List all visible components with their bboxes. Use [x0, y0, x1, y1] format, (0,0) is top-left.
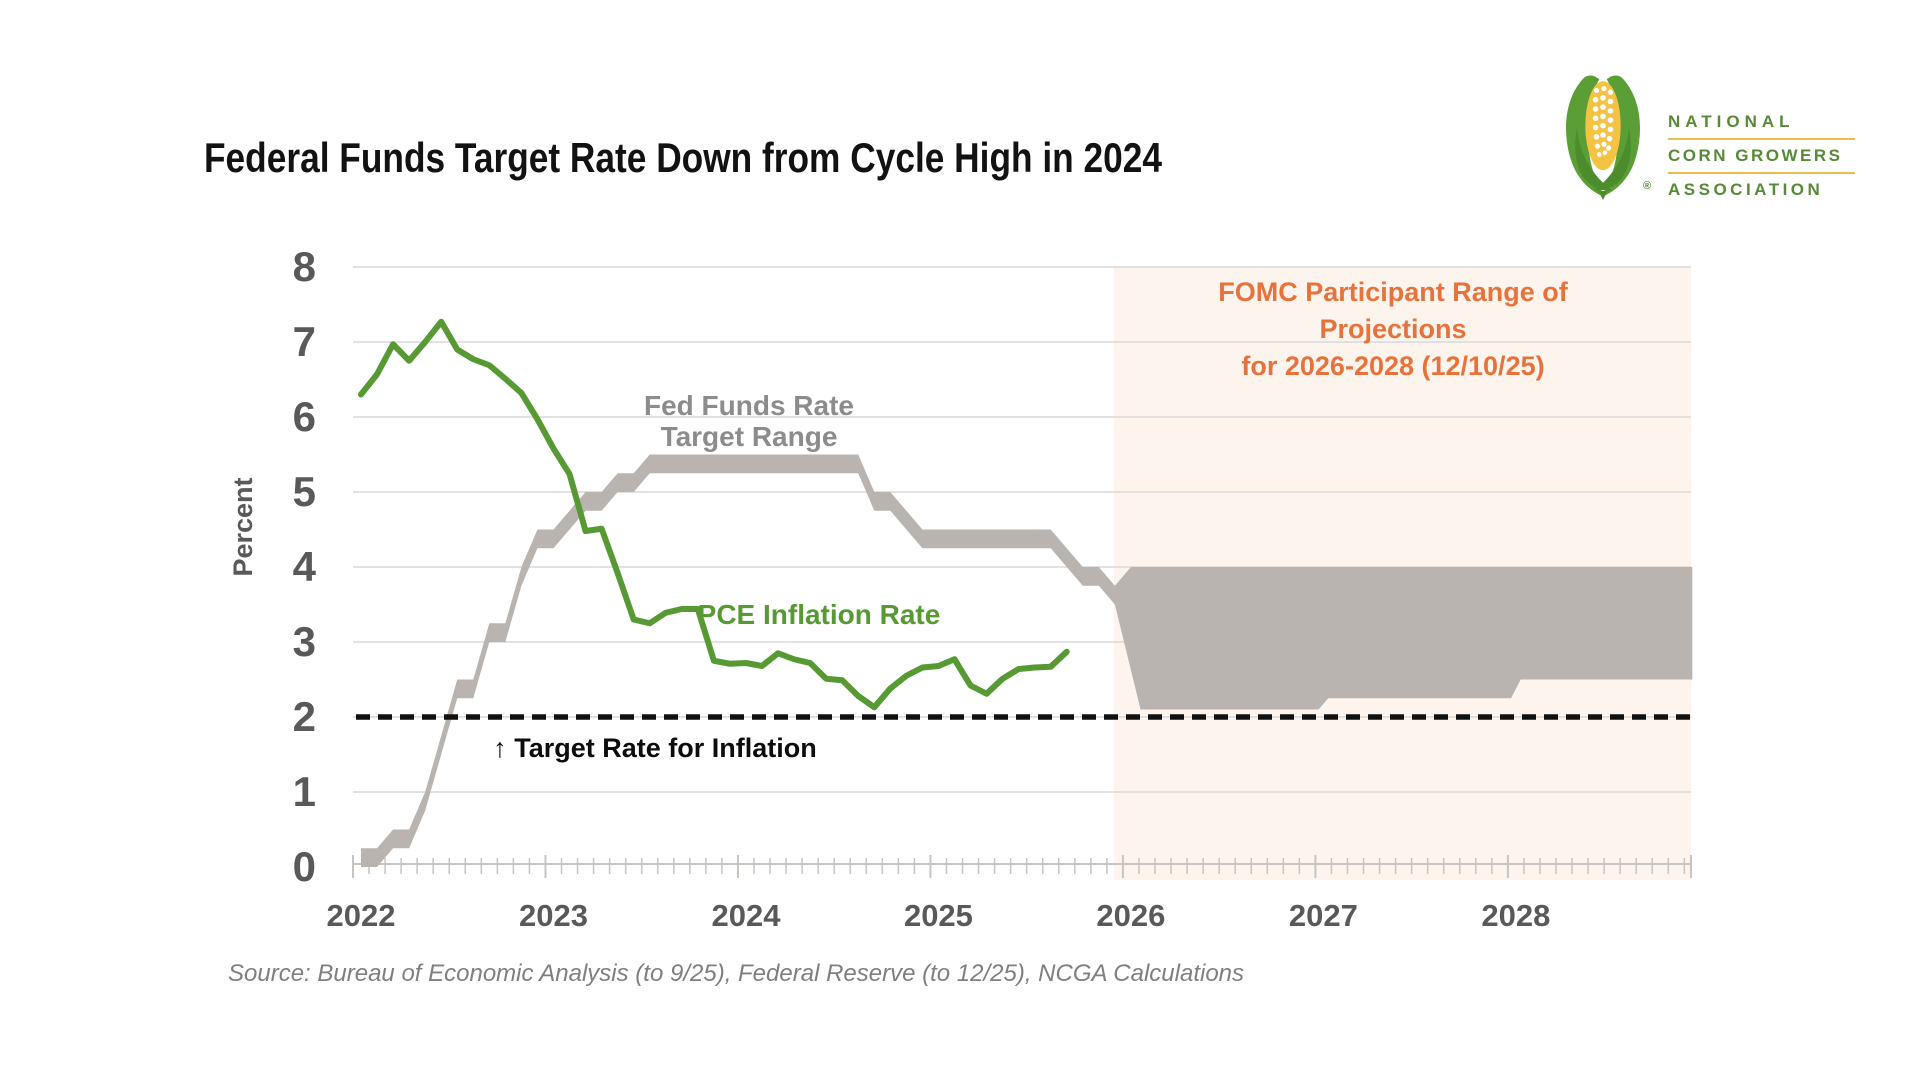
- registered-trademark-symbol: ®: [1643, 180, 1652, 192]
- logo-line-corn-growers: CORN GROWERS: [1668, 146, 1843, 165]
- x-tick-label-2028: 2028: [1481, 898, 1551, 933]
- corn-stem: [1598, 190, 1608, 200]
- logo-rule-top: [1668, 138, 1855, 140]
- y-tick-label-5: 5: [292, 468, 316, 515]
- y-tick-label-6: 6: [292, 393, 316, 440]
- corn-kernels: [1592, 85, 1614, 157]
- fomc-projection-label-line2: for 2026-2028 (12/10/25): [1241, 351, 1545, 381]
- corn-husk-right: [1601, 75, 1641, 198]
- corn-husk-left: [1565, 75, 1605, 198]
- x-tick-label-2025: 2025: [903, 898, 973, 933]
- x-tick-label-2022: 2022: [326, 898, 396, 933]
- fed-funds-band-label-line1: Fed Funds Rate: [643, 390, 854, 421]
- y-tick-label-7: 7: [292, 318, 316, 365]
- fomc-projection-label: FOMC Participant Range of Projections fo…: [1143, 274, 1643, 385]
- fed-funds-target-band: [361, 454, 1693, 867]
- corn-husk-front-left: [1575, 127, 1613, 191]
- inflation-target-label: ↑ Target Rate for Inflation: [493, 733, 817, 763]
- logo-line-national: NATIONAL: [1668, 112, 1795, 131]
- x-tick-label-2023: 2023: [518, 898, 588, 933]
- y-tick-label-4: 4: [292, 543, 316, 590]
- corn-logo-icon: [1565, 75, 1641, 200]
- y-tick-label-2: 2: [292, 693, 316, 740]
- source-note: Source: Bureau of Economic Analysis (to …: [228, 960, 1245, 987]
- x-tick-label-2026: 2026: [1096, 898, 1166, 933]
- logo-wordmark: NATIONAL CORN GROWERS ASSOCIATION: [1668, 112, 1858, 200]
- fomc-projection-label-line1: FOMC Participant Range of Projections: [1218, 277, 1568, 344]
- y-tick-label-0: 0: [292, 843, 316, 890]
- fed-funds-band-label-line2: Target Range: [660, 421, 838, 452]
- pce-line-label: PCE Inflation Rate: [697, 599, 941, 630]
- logo-rule-bottom: [1668, 172, 1855, 174]
- fed-funds-band-label: Fed Funds Rate Target Range: [549, 390, 949, 452]
- page-title: Federal Funds Target Rate Down from Cycl…: [204, 134, 1162, 181]
- logo-line-association: ASSOCIATION: [1668, 180, 1824, 199]
- y-tick-label-3: 3: [292, 618, 316, 665]
- x-tick-label-2024: 2024: [711, 898, 781, 933]
- corn-husk-front-right: [1593, 127, 1631, 191]
- pce-inflation-line: [358, 318, 1070, 711]
- y-axis-title: Percent: [227, 477, 258, 577]
- y-tick-label-1: 1: [292, 768, 316, 815]
- x-tick-label-2027: 2027: [1288, 898, 1358, 933]
- y-tick-label-8: 8: [292, 243, 316, 290]
